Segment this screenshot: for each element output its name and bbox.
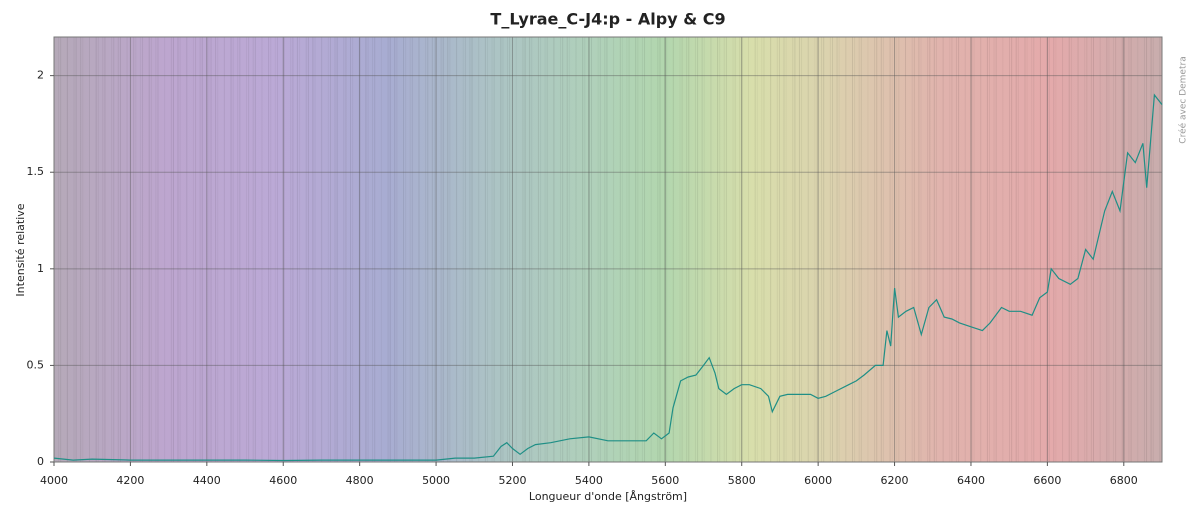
y-tick-label: 0.5 — [27, 358, 45, 371]
y-tick-label: 0 — [37, 455, 44, 468]
x-tick-label: 5000 — [422, 474, 450, 487]
grid — [53, 37, 1162, 463]
x-tick-label: 6800 — [1110, 474, 1138, 487]
x-tick-label: 4000 — [40, 474, 68, 487]
x-tick-label: 5400 — [575, 474, 603, 487]
plot-background — [54, 37, 1162, 462]
x-tick-label: 5600 — [651, 474, 679, 487]
y-axis-label: Intensité relative — [14, 203, 27, 296]
chart-title: T_Lyrae_C-J4:p - Alpy & C9 — [490, 10, 725, 29]
x-tick-label: 6000 — [804, 474, 832, 487]
x-axis-label: Longueur d'onde [Ångström] — [529, 490, 687, 503]
x-tick-label: 4400 — [193, 474, 221, 487]
x-tick-label: 4200 — [116, 474, 144, 487]
spectrum-line — [53, 93, 1163, 462]
y-tick-label: 1.5 — [27, 165, 45, 178]
x-tick-label: 6200 — [881, 474, 909, 487]
y-tick-label: 2 — [37, 69, 44, 82]
x-tick-label: 6400 — [957, 474, 985, 487]
watermark: Créé avec Demetra — [1178, 56, 1189, 143]
x-tick-label: 4800 — [346, 474, 374, 487]
x-tick-label: 4600 — [269, 474, 297, 487]
x-tick-label: 5200 — [498, 474, 526, 487]
x-tick-label: 5800 — [728, 474, 756, 487]
stripes — [53, 37, 1161, 462]
y-tick-label: 1 — [37, 262, 44, 275]
plot-frame — [53, 36, 1163, 463]
x-tick-label: 6600 — [1033, 474, 1061, 487]
